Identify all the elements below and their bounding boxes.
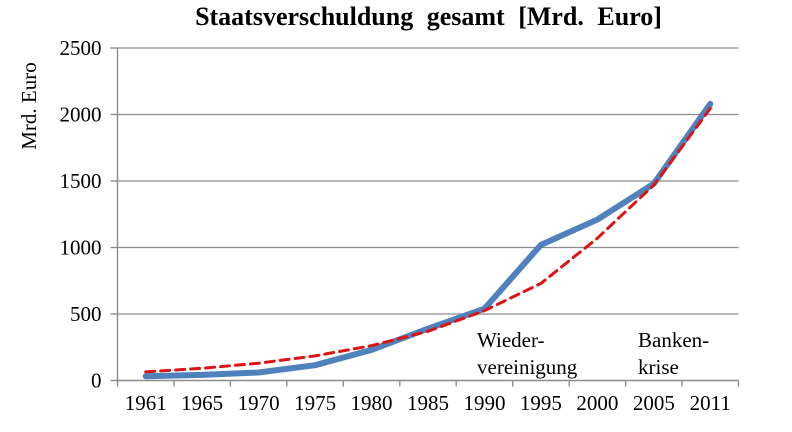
x-tick-label-1985: 1985 xyxy=(407,391,449,415)
annotation-banking-crisis: Banken- krise xyxy=(638,327,709,381)
y-tick-label-1000: 1000 xyxy=(60,236,102,260)
y-tick-label-1500: 1500 xyxy=(60,169,102,193)
annotation-banking-crisis-line2: krise xyxy=(638,355,679,379)
x-tick-label-1975: 1975 xyxy=(294,391,336,415)
x-tick-label-1970: 1970 xyxy=(238,391,280,415)
x-tick-label-1995: 1995 xyxy=(520,391,562,415)
y-tick-label-500: 500 xyxy=(70,302,102,326)
annotation-reunification-line1: Wieder- xyxy=(477,328,545,352)
x-tick-label-1961: 1961 xyxy=(125,391,167,415)
chart-title: Staatsverschuldung gesamt [Mrd. Euro] xyxy=(195,2,662,31)
x-tick-label-2000: 2000 xyxy=(576,391,618,415)
annotation-reunification-line2: vereinigung xyxy=(477,355,578,379)
annotation-reunification: Wieder- vereinigung xyxy=(477,327,577,381)
y-tick-label-2500: 2500 xyxy=(60,36,102,60)
x-tick-label-2005: 2005 xyxy=(633,391,675,415)
x-tick-label-1965: 1965 xyxy=(181,391,223,415)
x-tick-label-2011: 2011 xyxy=(690,391,731,415)
annotation-banking-crisis-line1: Banken- xyxy=(638,328,710,352)
series-line-trend xyxy=(144,107,712,374)
x-tick-label-1980: 1980 xyxy=(351,391,393,415)
y-tick-label-2000: 2000 xyxy=(60,103,102,127)
series-line-actual xyxy=(142,100,714,380)
x-tick-label-1990: 1990 xyxy=(463,391,505,415)
y-tick-label-0: 0 xyxy=(91,369,102,393)
